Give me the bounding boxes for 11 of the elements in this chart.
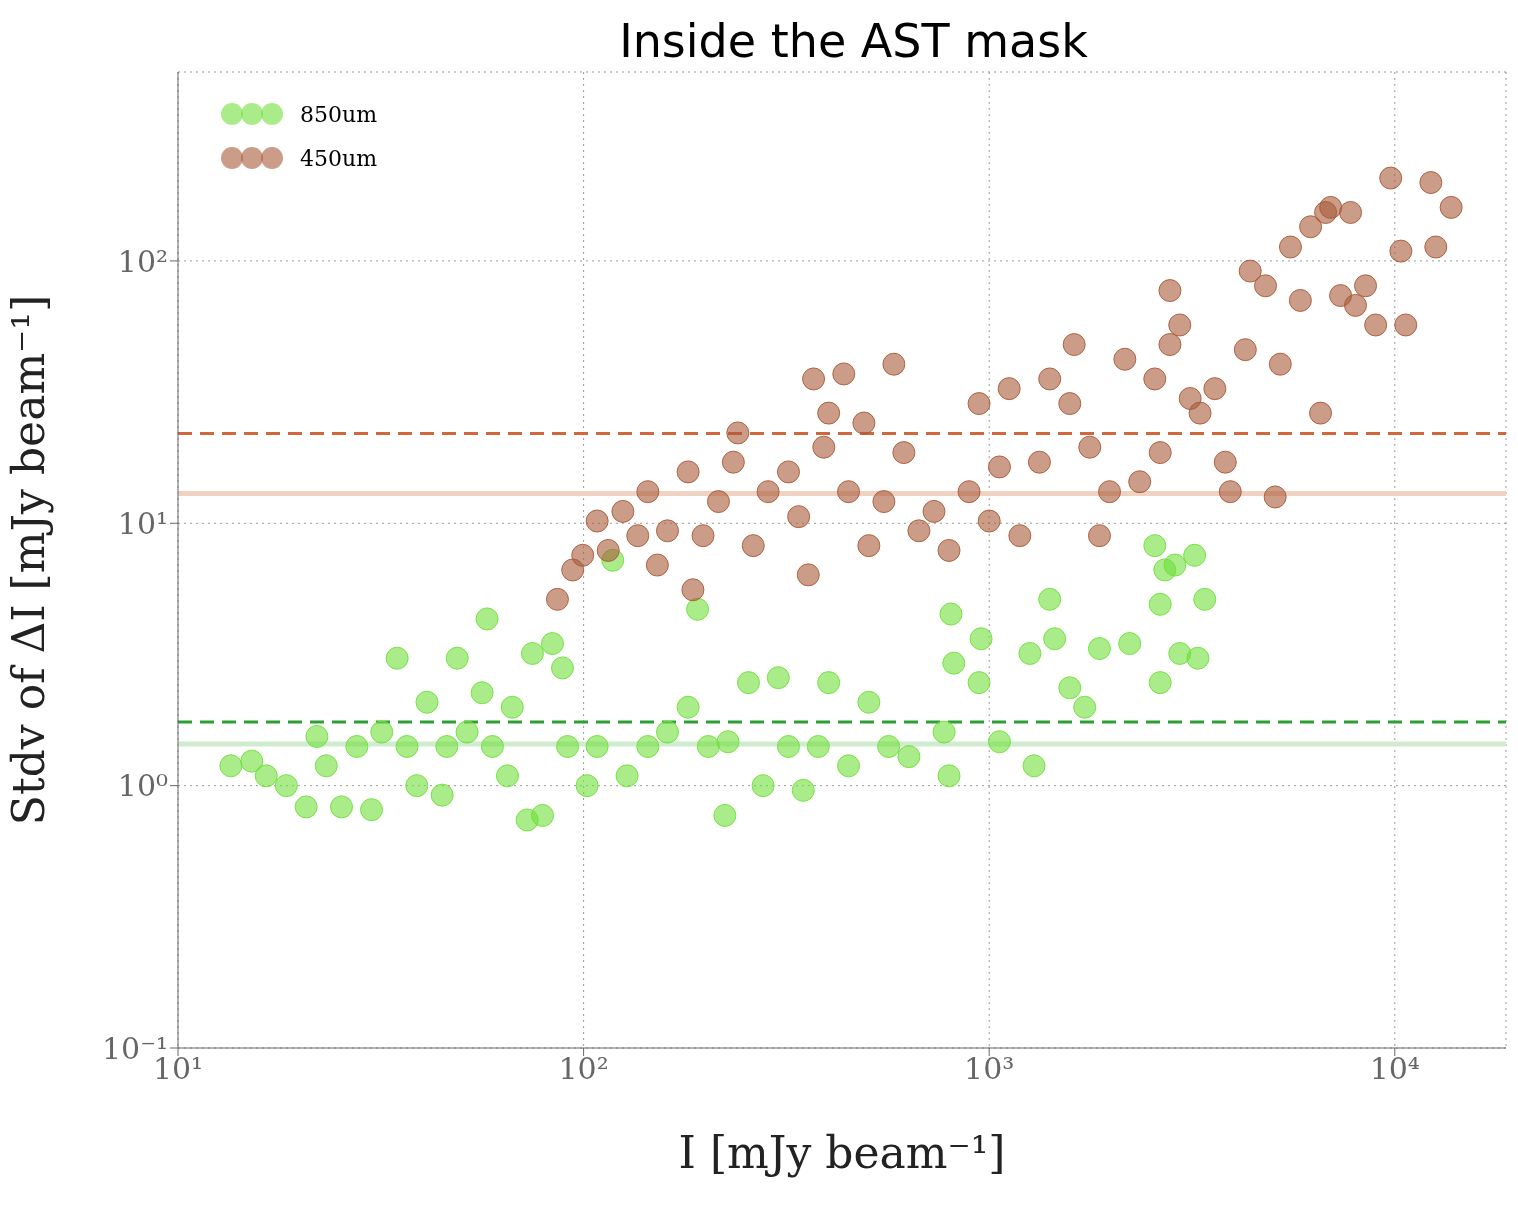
y-tick-label: 10² <box>117 243 168 279</box>
chart-title: Inside the AST mask <box>618 14 1089 68</box>
y-tick-label: 10⁰ <box>117 768 168 804</box>
legend-label: 450um <box>300 145 378 171</box>
y-axis-title: Stdv of ΔI [mJy beam⁻¹] <box>2 294 54 826</box>
x-tick-label: 10⁴ <box>1369 1051 1420 1087</box>
y-tick-label: 10¹ <box>117 505 168 541</box>
x-tick-label: 10³ <box>964 1051 1015 1087</box>
legend-label: 850um <box>300 101 378 127</box>
x-tick-label: 10² <box>558 1051 609 1087</box>
x-axis-title: I [mJy beam⁻¹] <box>678 1127 1006 1178</box>
